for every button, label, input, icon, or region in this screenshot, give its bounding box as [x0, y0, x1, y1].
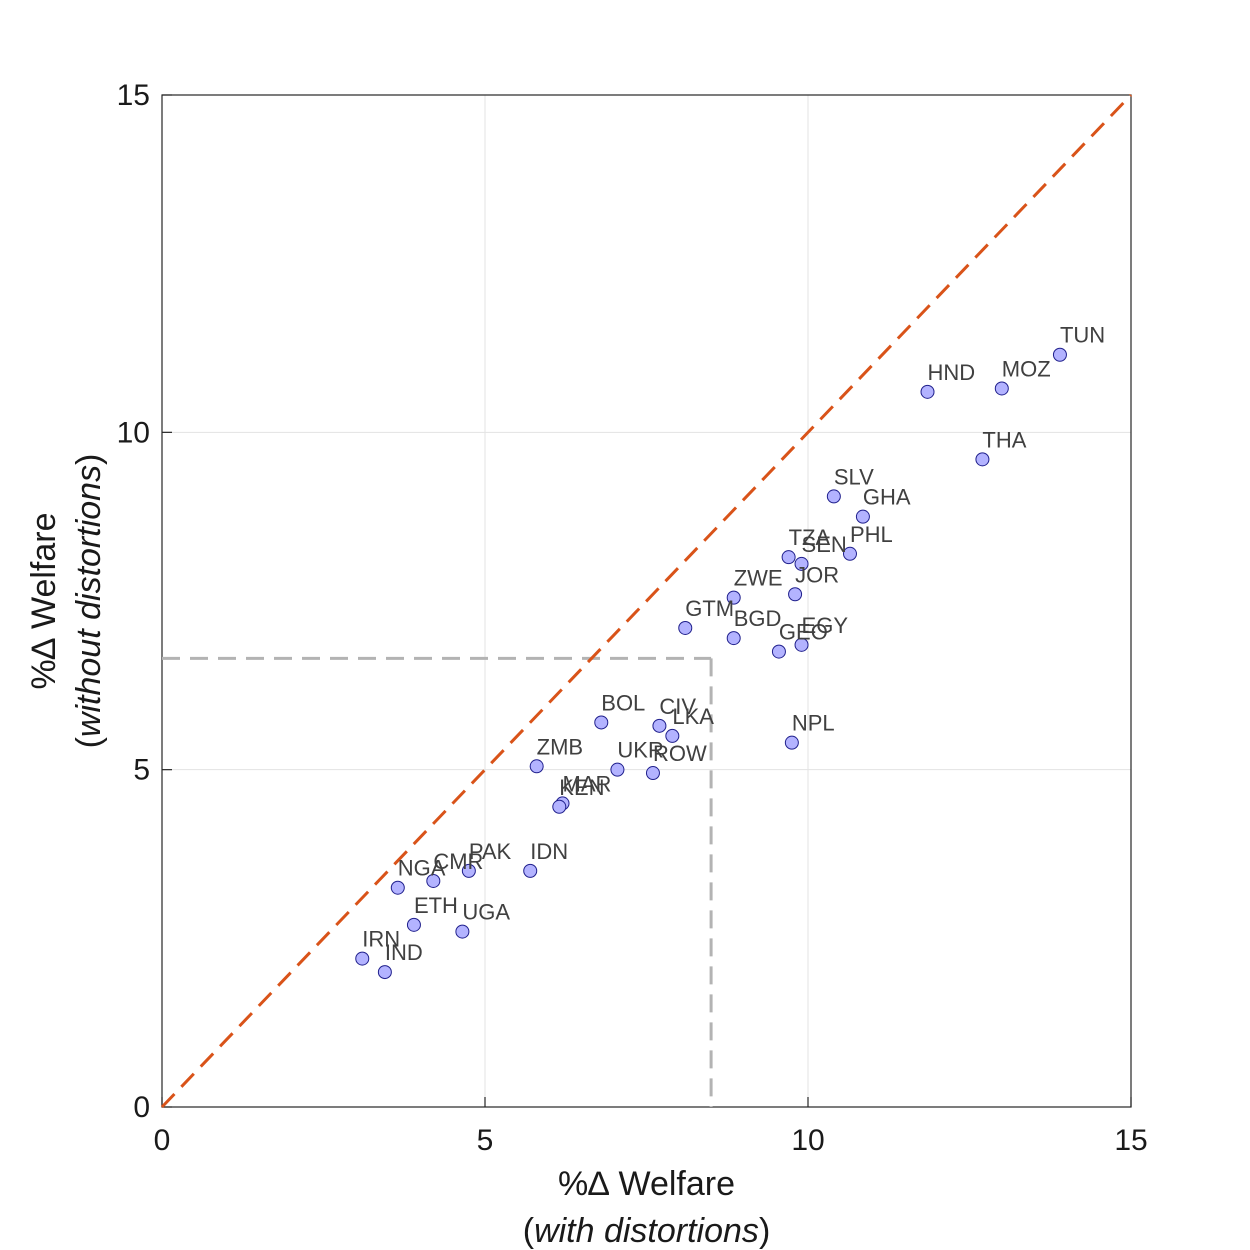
y-axis-title: %∆ Welfare — [25, 512, 63, 689]
point-label-npl: NPL — [792, 711, 835, 736]
point-pak — [461, 863, 476, 878]
point-bol — [594, 715, 609, 730]
x-axis-subtitle: (with distortions) — [523, 1212, 771, 1250]
point-nga — [390, 880, 405, 895]
x-tick-label: 10 — [791, 1124, 824, 1157]
y-tick-label: 10 — [117, 416, 150, 449]
point-label-zmb: ZMB — [537, 734, 583, 759]
y-tick-label: 0 — [133, 1091, 150, 1124]
point-hnd — [920, 384, 935, 399]
point-label-cmr: CMR — [433, 849, 483, 874]
point-tza — [781, 550, 796, 565]
point-civ — [652, 718, 667, 733]
x-axis-title: %∆ Welfare — [558, 1165, 735, 1203]
point-label-civ: CIV — [659, 694, 696, 719]
point-row — [645, 766, 660, 781]
point-label-tha: THA — [982, 427, 1026, 452]
point-label-ind: IND — [385, 940, 423, 965]
point-label-bgd: BGD — [734, 606, 782, 631]
point-gtm — [678, 620, 693, 635]
point-label-ukr: UKR — [617, 738, 663, 763]
point-label-gha: GHA — [863, 485, 911, 510]
point-eth — [406, 917, 421, 932]
y-tick-label: 15 — [117, 79, 150, 112]
point-label-pak: PAK — [469, 839, 512, 864]
point-label-row: ROW — [653, 741, 707, 766]
y-axis-subtitle-close: ) — [70, 454, 108, 465]
point-ind — [377, 965, 392, 980]
point-gha — [855, 509, 870, 524]
point-label-hnd: HND — [928, 360, 976, 385]
point-label-tza: TZA — [789, 525, 831, 550]
point-label-moz: MOZ — [1002, 356, 1051, 381]
x-axis-subtitle-open: ( — [523, 1212, 535, 1250]
point-label-gtm: GTM — [685, 596, 734, 621]
point-label-irn: IRN — [362, 927, 400, 952]
reference-45-degree-line — [160, 93, 1133, 1109]
axes-box — [161, 94, 1132, 1108]
point-cmr — [426, 873, 441, 888]
point-label-mar: MAR — [563, 771, 612, 796]
point-irn — [355, 951, 370, 966]
point-label-nga: NGA — [398, 856, 446, 881]
point-label-lka: LKA — [672, 704, 714, 729]
point-label-jor: JOR — [795, 562, 839, 587]
point-label-ken: KEN — [559, 775, 604, 800]
y-tick-label: 5 — [133, 754, 150, 787]
point-label-slv: SLV — [834, 464, 874, 489]
point-tun — [1052, 347, 1067, 362]
point-label-geo: GEO — [779, 620, 828, 645]
point-moz — [994, 381, 1009, 396]
point-idn — [523, 863, 538, 878]
x-tick-label: 0 — [154, 1124, 171, 1157]
point-ken — [552, 799, 567, 814]
point-tha — [975, 452, 990, 467]
point-label-phl: PHL — [850, 522, 893, 547]
point-uga — [455, 924, 470, 939]
point-label-egy: EGY — [802, 613, 849, 638]
point-label-uga: UGA — [462, 900, 510, 925]
point-label-tun: TUN — [1060, 323, 1105, 348]
point-label-eth: ETH — [414, 893, 458, 918]
point-label-sen: SEN — [802, 532, 847, 557]
data-points — [355, 347, 1067, 980]
point-jor — [788, 587, 803, 602]
point-bgd — [726, 631, 741, 646]
x-axis-subtitle-close: ) — [759, 1212, 770, 1250]
point-lka — [665, 728, 680, 743]
y-axis-subtitle-italic: without distortions — [70, 465, 108, 737]
point-sen — [794, 556, 809, 571]
point-geo — [771, 644, 786, 659]
point-slv — [826, 489, 841, 504]
x-axis-subtitle-italic: with distortions — [534, 1212, 759, 1250]
x-tick-label: 5 — [477, 1124, 494, 1157]
point-label-idn: IDN — [530, 839, 568, 864]
point-phl — [842, 546, 857, 561]
point-label-bol: BOL — [601, 690, 645, 715]
point-npl — [784, 735, 799, 750]
y-axis-subtitle-open: ( — [70, 736, 108, 748]
point-egy — [794, 637, 809, 652]
y-axis-subtitle: (without distortions) — [70, 454, 108, 749]
point-label-zwe: ZWE — [734, 566, 783, 591]
point-ukr — [610, 762, 625, 777]
point-zmb — [529, 759, 544, 774]
point-zwe — [726, 590, 741, 605]
x-tick-label: 15 — [1114, 1124, 1147, 1157]
